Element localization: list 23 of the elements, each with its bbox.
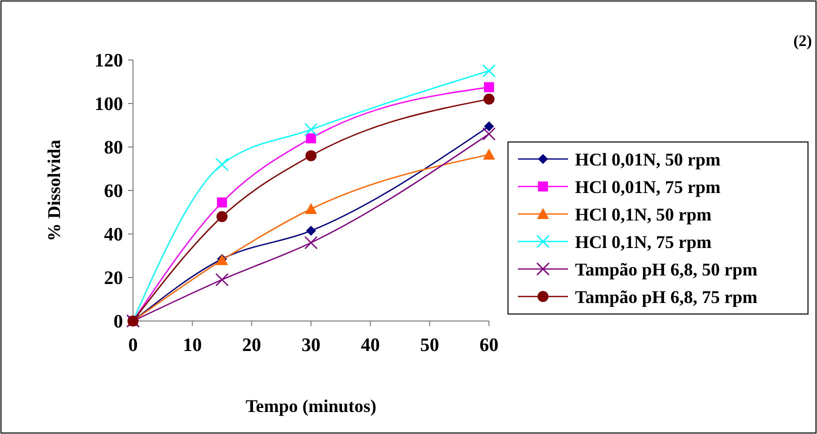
x-axis-title: Tempo (minutos)	[246, 396, 376, 416]
y-tick-label: 120	[94, 50, 123, 72]
y-tick-label: 80	[104, 138, 123, 159]
y-tick-label: 40	[104, 224, 123, 246]
x-tick-label: 30	[302, 335, 320, 356]
legend-label: Tampão pH 6,8, 50 rpm	[575, 259, 758, 280]
legend-label: HCl 0,01N, 50 rpm	[575, 149, 720, 170]
y-tick-label: 20	[104, 268, 123, 290]
x-tick-label: 0	[128, 335, 138, 356]
legend-label: HCl 0,01N, 75 rpm	[575, 176, 720, 197]
x-tick-label: 50	[420, 335, 440, 356]
x-tick-label: 60	[480, 335, 498, 356]
legend-label: Tampão pH 6,8, 75 rpm	[575, 286, 758, 307]
y-tick-label: 0	[114, 312, 123, 333]
x-tick-label: 10	[182, 335, 202, 356]
y-tick-label: 100	[94, 94, 123, 116]
y-tick-label: 60	[104, 181, 123, 202]
x-tick-label: 40	[360, 335, 380, 356]
y-axis-title: % Dissolvida	[44, 140, 64, 242]
x-tick-label: 20	[242, 335, 262, 356]
legend-label: HCl 0,1N, 75 rpm	[575, 232, 712, 252]
legend-label: HCl 0,1N, 50 rpm	[575, 204, 712, 224]
text: (2)	[793, 33, 812, 50]
